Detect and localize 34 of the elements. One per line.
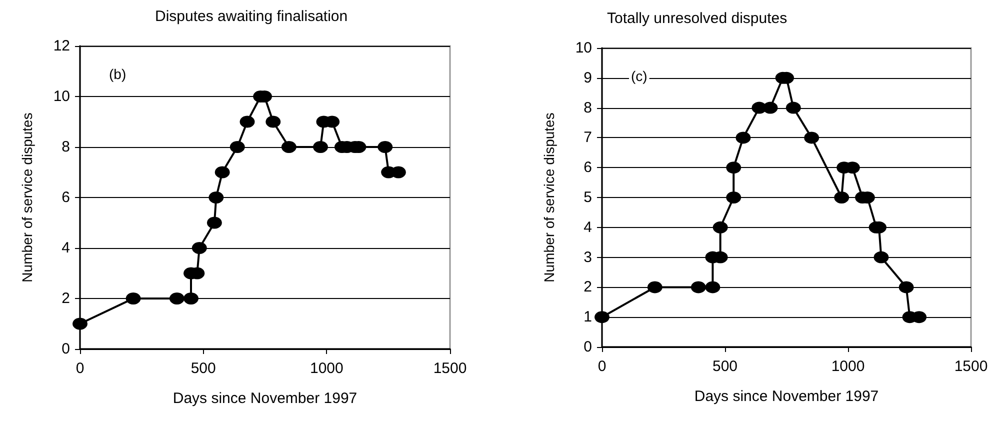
y-tick-label: 10 — [53, 88, 70, 105]
y-axis-title: Number of service disputes — [19, 112, 35, 282]
annotation: (c) — [631, 68, 648, 84]
x-tick-label: 0 — [598, 358, 606, 375]
y-tick-label: 4 — [62, 240, 70, 256]
y-tick-label: 9 — [584, 69, 592, 86]
chart-title: Disputes awaiting finalisation — [155, 8, 348, 25]
y-tick-label: 6 — [584, 159, 592, 176]
y-tick-label: 6 — [62, 189, 70, 206]
annotation: (b) — [109, 66, 126, 82]
y-tick-label: 7 — [584, 129, 592, 146]
y-tick-label: 8 — [62, 138, 70, 156]
y-tick-label: 2 — [584, 278, 592, 296]
y-tick-label: 8 — [584, 99, 592, 116]
x-tick-label: 0 — [76, 360, 84, 377]
y-tick-label: 4 — [584, 218, 592, 236]
y-tick-label: 1 — [584, 308, 592, 326]
y-tick-label: 0 — [584, 338, 592, 356]
x-tick-label: 1000 — [831, 358, 865, 375]
x-tick-label: 500 — [712, 358, 738, 375]
y-tick-label: 0 — [62, 340, 70, 358]
x-tick-label: 1000 — [310, 360, 344, 377]
x-tick-label: 1500 — [954, 358, 988, 375]
x-axis-title: Days since November 1997 — [694, 388, 879, 405]
y-tick-label: 3 — [584, 248, 592, 266]
x-axis-title: Days since November 1997 — [172, 390, 358, 407]
x-tick-label: 500 — [190, 360, 216, 377]
chart-title: Totally unresolved disputes — [607, 10, 788, 27]
y-axis-title: Number of service disputes — [541, 112, 557, 282]
y-tick-label: 2 — [62, 290, 70, 307]
y-tick-label: 12 — [53, 38, 70, 54]
y-tick-label: 10 — [575, 40, 592, 56]
y-tick-label: 5 — [584, 189, 592, 206]
x-tick-label: 1500 — [433, 360, 467, 377]
